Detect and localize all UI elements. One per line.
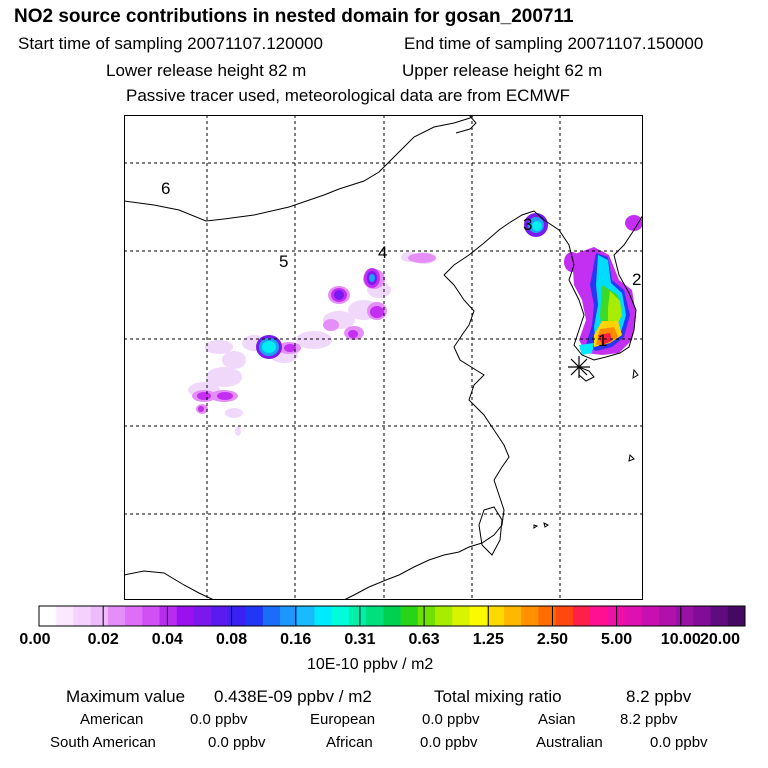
colorbar-units: 10E-10 ppbv / m2 (307, 656, 434, 673)
region-label-3: 3 (523, 215, 532, 234)
colorbar-swatch (366, 606, 384, 626)
tracer-note: Passive tracer used, meteorological data… (126, 86, 571, 105)
colorbar-tick-label: 20.00 (699, 631, 741, 648)
colorbar (38, 605, 746, 627)
region-name-european: European (310, 711, 376, 728)
colorbar-tick-label: 1.25 (472, 631, 504, 648)
colorbar-swatch (176, 606, 195, 626)
region-label-1: 1 (598, 331, 607, 350)
colorbar-tick-label: 2.50 (536, 631, 569, 648)
colorbar-tick-label: 0.31 (344, 631, 376, 648)
region-value-american: 0.0 ppbv (190, 711, 248, 728)
colorbar-swatch (90, 606, 109, 626)
colorbar-swatch (555, 606, 574, 626)
colorbar-swatch (417, 606, 436, 626)
region-value-australian: 0.0 ppbv (650, 734, 708, 751)
end-time-label: End time of sampling 20071107.150000 (404, 34, 704, 53)
peninsula-hotspot (572, 247, 636, 355)
colorbar-swatch (56, 606, 74, 626)
upper-release-label: Upper release height 62 m (402, 61, 603, 80)
colorbar-tick-label: 0.16 (280, 631, 312, 648)
colorbar-swatch (159, 606, 178, 626)
region-value-south-american: 0.0 ppbv (208, 734, 266, 751)
max-value-label: Maximum value (66, 687, 186, 706)
colorbar-tick-label: 10.00 (660, 631, 701, 648)
region-name-south-american: South American (50, 734, 156, 751)
coastlines (124, 115, 643, 600)
region-name-american: American (80, 711, 144, 728)
colorbar-swatch (73, 606, 92, 626)
colorbar-swatch (469, 606, 488, 626)
colorbar-tick-label: 0.63 (408, 631, 440, 648)
colorbar-swatch (727, 606, 746, 626)
colorbar-swatch (435, 606, 453, 626)
colorbar-swatch (538, 606, 557, 626)
map-title: NO2 source contributions in nested domai… (14, 6, 574, 27)
colorbar-tick-label: 0.02 (87, 631, 119, 648)
total-mixing-label: Total mixing ratio (434, 687, 562, 706)
colorbar-swatch (125, 606, 143, 626)
colorbar-border (38, 605, 746, 627)
colorbar-swatch (521, 606, 539, 626)
region-label-6: 6 (161, 179, 170, 198)
colorbar-swatch (624, 606, 643, 626)
concentration-map: 6 5 4 3 2 1 (124, 115, 643, 600)
colorbar-swatch (39, 606, 57, 626)
region-label-2: 2 (632, 270, 641, 289)
start-time-label: Start time of sampling 20071107.120000 (18, 34, 323, 53)
region-name-australian: Australian (536, 734, 603, 751)
colorbar-swatch (607, 606, 625, 626)
colorbar-swatch (142, 606, 161, 626)
colorbar-swatch (211, 606, 229, 626)
region-name-asian: Asian (538, 711, 576, 728)
max-value: 0.438E-09 ppbv / m2 (214, 687, 372, 706)
colorbar-swatch (658, 606, 677, 626)
tracer-plume (188, 213, 643, 436)
colorbar-tick-label: 5.00 (601, 631, 633, 648)
graticule (124, 115, 643, 600)
colorbar-swatch (676, 606, 694, 626)
colorbar-swatch (590, 606, 608, 626)
receptor-asterisk-icon (568, 356, 590, 378)
region-value-african: 0.0 ppbv (420, 734, 478, 751)
colorbar-swatch (228, 606, 247, 626)
colorbar-swatch (107, 606, 126, 626)
total-mixing-value: 8.2 ppbv (626, 687, 692, 706)
colorbar-swatch (280, 606, 298, 626)
colorbar-tick-label: 0.08 (215, 631, 248, 648)
colorbar-swatch (641, 606, 660, 626)
colorbar-swatch (245, 606, 264, 626)
colorbar-swatch (572, 606, 591, 626)
colorbar-swatch (262, 606, 281, 626)
colorbar-swatch (503, 606, 522, 626)
colorbar-swatch (383, 606, 402, 626)
colorbar-tick-label: 0.04 (151, 631, 183, 648)
colorbar-swatch (486, 606, 505, 626)
colorbar-swatch (331, 606, 350, 626)
colorbar-swatch (193, 606, 212, 626)
colorbar-swatch (400, 606, 419, 626)
region-label-4: 4 (378, 243, 387, 262)
colorbar-swatch (710, 606, 729, 626)
region-name-african: African (326, 734, 373, 751)
region-label-5: 5 (279, 252, 288, 271)
colorbar-swatch (348, 606, 367, 626)
colorbar-tick-label: 0.00 (19, 631, 51, 648)
lower-release-label: Lower release height 82 m (106, 61, 307, 80)
colorbar-swatch (297, 606, 316, 626)
colorbar-swatch (314, 606, 333, 626)
region-value-asian: 8.2 ppbv (620, 711, 678, 728)
colorbar-swatch (693, 606, 712, 626)
colorbar-swatch (452, 606, 470, 626)
region-value-european: 0.0 ppbv (422, 711, 480, 728)
